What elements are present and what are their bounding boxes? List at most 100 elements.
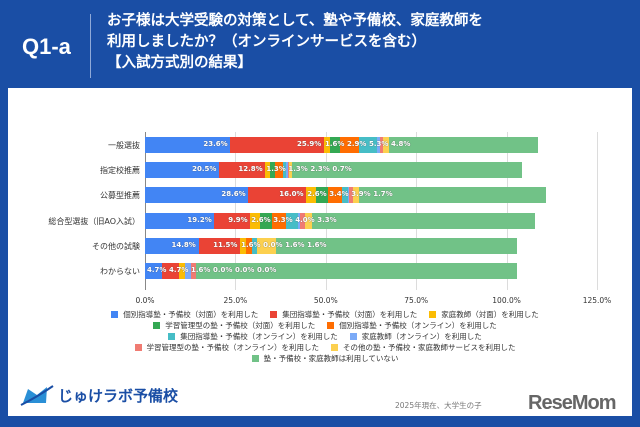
legend-swatch — [168, 333, 176, 340]
category-label: 公募型推薦 — [100, 191, 140, 201]
data-label: 1.3% — [288, 165, 308, 174]
legend-swatch — [134, 344, 142, 351]
bar-segment — [184, 263, 191, 279]
legend-swatch — [429, 311, 437, 318]
bar-segment — [161, 263, 179, 279]
bar-segment — [178, 263, 185, 279]
category-label: その他の試験 — [92, 241, 140, 251]
bar-segment — [383, 137, 389, 153]
bar-segment — [145, 237, 199, 254]
category-label: わからない — [100, 267, 140, 276]
data-label: 5.3% — [368, 140, 389, 148]
bar-segment — [349, 187, 353, 204]
bar-segment — [274, 162, 284, 179]
book-logo-icon — [20, 385, 54, 406]
legend-label: 個別指導塾・予備校（対面）を利用した — [123, 310, 259, 319]
data-label: 28.6% — [221, 190, 246, 199]
bar-segment — [340, 137, 360, 153]
jukelabo-logo: じゅけラボ予備校 — [20, 383, 178, 407]
bar-segment — [312, 212, 536, 229]
bar-segment — [145, 187, 249, 204]
bar-segment — [285, 162, 289, 179]
bar-segment — [288, 162, 290, 179]
data-label: 2.3% — [310, 165, 330, 174]
legend-label: 家庭教師（対面）を利用した — [441, 310, 539, 319]
bar-segment — [380, 137, 384, 153]
bar-segment — [300, 212, 306, 229]
data-label: 1.6% — [324, 140, 345, 148]
bar-segment — [248, 187, 307, 204]
bar-segment — [315, 187, 328, 204]
legend-label: 集団指導塾・予備校（対面）を利用した — [282, 310, 418, 319]
bar-segment — [196, 263, 517, 279]
bar-segment — [297, 212, 301, 229]
data-label: 4.0% — [295, 215, 315, 224]
data-label: 3.4% — [329, 190, 349, 199]
bar-segment — [265, 162, 271, 179]
source-note: 2025年現在、大学生の子 — [395, 401, 482, 410]
category-label: 一般選抜 — [108, 141, 140, 150]
data-label: 0.7% — [332, 165, 352, 174]
bar-segment — [190, 263, 197, 279]
gridline — [416, 132, 418, 290]
bar-segment — [275, 237, 518, 254]
gridline — [235, 132, 237, 290]
bar-segment — [259, 212, 272, 229]
data-label: 1.7% — [373, 190, 393, 199]
data-label: 0.0% — [263, 240, 283, 249]
data-label: 1.6% — [241, 240, 261, 249]
bar-segment — [145, 137, 231, 153]
data-label: 11.5% — [213, 240, 238, 249]
bar-segment — [257, 237, 276, 254]
logo-text: じゅけラボ予備校 — [58, 386, 179, 405]
legend-label: 学習管理型の塾・予備校（対面）を利用した — [165, 321, 316, 330]
legend-swatch — [153, 322, 161, 329]
gridline — [506, 132, 508, 290]
bar-segment — [198, 237, 241, 254]
legend-item: 集団指導塾・予備校（オンライン）を利用した — [168, 331, 338, 342]
gridline — [597, 132, 598, 290]
bar-segment — [214, 212, 251, 229]
bar-segment — [271, 212, 286, 229]
data-label: 4.7% — [147, 266, 167, 274]
bar-segment — [283, 162, 286, 179]
legend-item: 学習管理型の塾・予備校（対面）を利用した — [153, 320, 315, 331]
bar-segment — [359, 137, 377, 153]
data-label: 14.8% — [171, 240, 196, 249]
bar-segment — [305, 212, 313, 229]
legend-item: 個別指導塾・予備校（対面）を利用した — [111, 309, 258, 320]
bar-segment — [327, 187, 343, 204]
legend-label: 学習管理型の塾・予備校（オンライン）を利用した — [146, 343, 320, 352]
x-tick-label: 25.0% — [223, 296, 248, 305]
bar-segment — [388, 137, 539, 153]
data-label: 4.8% — [390, 140, 411, 148]
bar-segment — [286, 212, 298, 229]
category-label: 指定校推薦 — [100, 166, 140, 176]
data-label: 1.6% — [191, 266, 211, 274]
data-label: 2.6% — [251, 215, 271, 224]
bar-segment — [230, 137, 324, 153]
x-tick-label: 100.0% — [492, 296, 521, 305]
question-title: お子様は大学受験の対策として、塾や予備校、家庭教師を 利用しましたか？（オンライ… — [107, 13, 483, 71]
data-label: 0.0% — [235, 266, 255, 274]
bar-segment — [291, 162, 523, 179]
legend-label: その他の塾・予備校・家庭教師サービスを利用した — [343, 343, 516, 352]
legend: 個別指導塾・予備校（対面）を利用した 集団指導塾・予備校（対面）を利用した 家庭教師… — [90, 309, 560, 364]
x-tick-label: 125.0% — [582, 296, 612, 305]
data-label: 16.0% — [279, 190, 304, 199]
legend-label: 塾・予備校・家庭教師は利用していない — [263, 354, 399, 363]
legend-swatch — [270, 311, 278, 318]
bar-segment — [342, 187, 349, 204]
data-label: 25.9% — [296, 140, 322, 148]
bar-segment — [270, 162, 275, 179]
bar-segment — [251, 237, 258, 254]
question-id: Q1-a — [22, 34, 71, 59]
header: Q1-a お子様は大学受験の対策として、塾や予備校、家庭教師を 利用しましたか？… — [0, 0, 640, 86]
bar-segment — [250, 212, 260, 229]
legend-label: 集団指導塾・予備校（オンライン）を利用した — [180, 332, 338, 341]
legend-swatch — [327, 322, 335, 329]
data-label: 0.0% — [257, 266, 277, 274]
legend-item: 集団指導塾・予備校（対面）を利用した — [270, 309, 417, 320]
x-tick-label: 0.0% — [135, 296, 155, 305]
legend-item: その他の塾・予備校・家庭教師サービスを利用した — [331, 342, 516, 353]
